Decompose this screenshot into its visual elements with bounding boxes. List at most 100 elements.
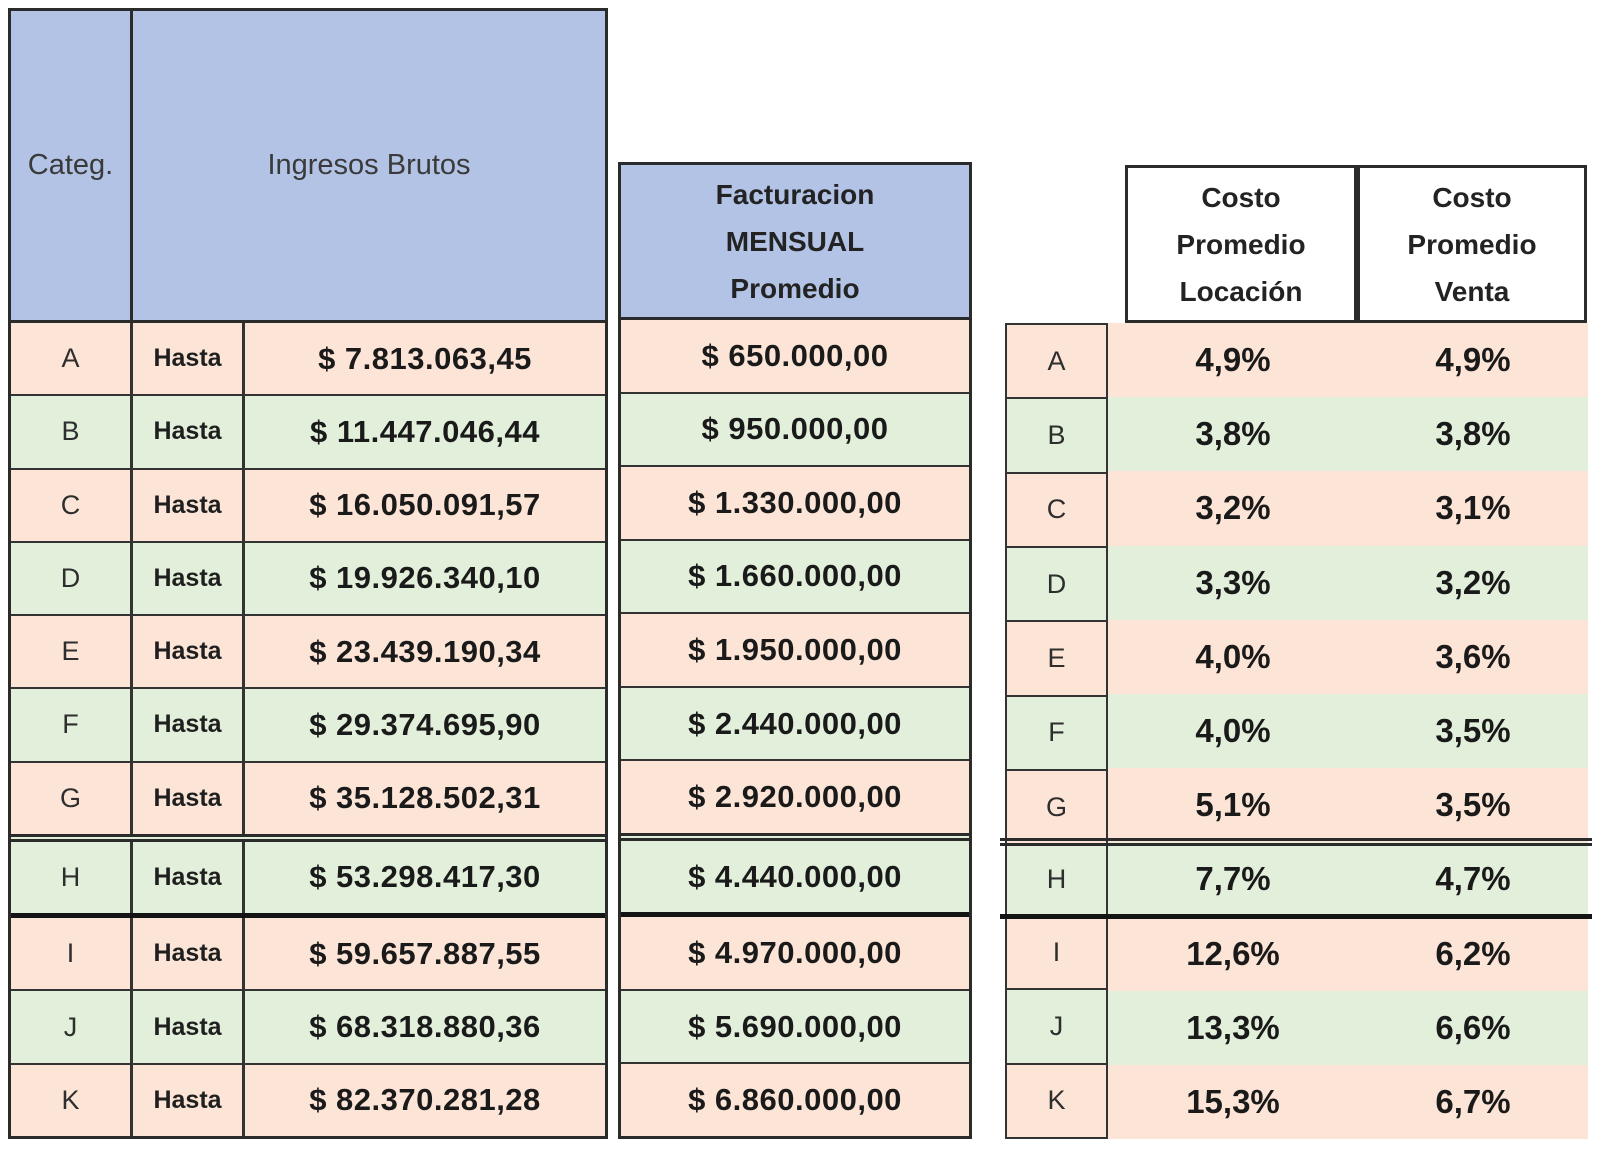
hasta-cell: Hasta xyxy=(133,762,245,834)
double-rule-above-h xyxy=(1000,838,1592,846)
table-row-f: F Hasta $ 29.374.695,90 xyxy=(11,689,605,763)
facturacion-cell: $ 950.000,00 xyxy=(621,393,969,468)
ingresos-amount-cell: $ 68.318.880,36 xyxy=(309,1009,541,1045)
percent-row: 4,9% 4,9% xyxy=(1108,323,1588,398)
thick-rule-above-i xyxy=(1000,914,1592,919)
locacion-value: 7,7% xyxy=(1195,860,1271,898)
ingresos-brutos-table-header: Categ. Ingresos Brutos xyxy=(11,11,605,323)
table-row-d: D Hasta $ 19.926.340,10 xyxy=(11,542,605,617)
percent-row: 5,1% 3,5% xyxy=(1108,768,1588,843)
hasta-cell: Hasta xyxy=(133,469,245,541)
facturacion-cell: $ 4.970.000,00 xyxy=(621,912,969,991)
categ-cell: J xyxy=(11,991,133,1063)
categ-cell: J xyxy=(1007,990,1106,1065)
costo-promedio-locacion-header: Costo Promedio Locación xyxy=(1125,165,1357,323)
costo-venta-header-line: Venta xyxy=(1434,275,1510,307)
facturacion-mensual-table: Facturacion MENSUAL Promedio $ 650.000,0… xyxy=(618,162,972,1139)
hasta-cell: Hasta xyxy=(133,841,245,914)
hasta-cell: Hasta xyxy=(133,616,245,688)
locacion-value: 12,6% xyxy=(1186,934,1280,972)
facturacion-header-line: Promedio xyxy=(730,272,860,304)
hasta-cell: Hasta xyxy=(133,396,245,468)
ingresos-amount-cell: $ 7.813.063,45 xyxy=(318,340,532,376)
costo-venta-header-line: Promedio xyxy=(1407,228,1537,260)
percent-row: 7,7% 4,7% xyxy=(1108,842,1588,917)
venta-value: 6,6% xyxy=(1435,1008,1511,1046)
locacion-value: 4,0% xyxy=(1195,712,1271,750)
table-row-k: K Hasta $ 82.370.281,28 xyxy=(11,1064,605,1136)
table-row-c: C Hasta $ 16.050.091,57 xyxy=(11,469,605,543)
ingresos-amount-cell: $ 29.374.695,90 xyxy=(309,706,541,742)
categ-cell: I xyxy=(11,918,133,990)
categ-cell: K xyxy=(1007,1064,1106,1137)
venta-value: 4,7% xyxy=(1435,860,1511,898)
categ-cell: F xyxy=(11,689,133,761)
venta-value: 6,2% xyxy=(1435,934,1511,972)
locacion-value: 13,3% xyxy=(1186,1008,1280,1046)
percent-row: 3,2% 3,1% xyxy=(1108,471,1588,546)
locacion-value: 3,2% xyxy=(1195,489,1271,527)
venta-value: 3,6% xyxy=(1435,637,1511,675)
categ-cell: E xyxy=(11,616,133,688)
ingresos-amount-cell: $ 19.926.340,10 xyxy=(309,560,541,596)
table-row-i: I Hasta $ 59.657.887,55 xyxy=(11,913,605,992)
categ-cell: D xyxy=(1007,548,1106,623)
categ-cell: H xyxy=(1007,843,1106,916)
percent-row: 3,8% 3,8% xyxy=(1108,397,1588,472)
costo-venta-header-line: Costo xyxy=(1432,181,1512,213)
ingresos-brutos-table-body: A Hasta $ 7.813.063,45 B Hasta $ 11.447.… xyxy=(11,323,605,1136)
costo-categ-column: A B C D E F G H I J K xyxy=(1005,323,1108,1139)
categ-cell: D xyxy=(11,542,133,615)
ingresos-brutos-table: Categ. Ingresos Brutos A Hasta $ 7.813.0… xyxy=(8,8,608,1139)
locacion-value: 4,0% xyxy=(1195,637,1271,675)
facturacion-cell: $ 2.440.000,00 xyxy=(621,687,969,762)
facturacion-cell: $ 1.660.000,00 xyxy=(621,540,969,615)
categ-header-cell: Categ. xyxy=(11,11,133,320)
ingresos-brutos-header-cell: Ingresos Brutos xyxy=(267,149,471,181)
ingresos-amount-cell: $ 11.447.046,44 xyxy=(310,413,540,449)
facturacion-cell: $ 5.690.000,00 xyxy=(621,990,969,1065)
percent-row: 3,3% 3,2% xyxy=(1108,545,1588,620)
categ-cell: A xyxy=(11,323,133,395)
facturacion-cell: $ 4.440.000,00 xyxy=(621,832,969,913)
costo-locacion-header-line: Costo xyxy=(1201,181,1281,213)
facturacion-mensual-body: $ 650.000,00 $ 950.000,00 $ 1.330.000,00… xyxy=(621,320,969,1137)
facturacion-cell: $ 1.950.000,00 xyxy=(621,614,969,688)
categ-cell: K xyxy=(11,1064,133,1136)
categ-cell: F xyxy=(1007,696,1106,772)
venta-value: 3,5% xyxy=(1435,712,1511,750)
venta-value: 6,7% xyxy=(1435,1082,1511,1120)
categ-cell: G xyxy=(1007,771,1106,844)
venta-value: 3,1% xyxy=(1435,489,1511,527)
percent-row: 12,6% 6,2% xyxy=(1108,916,1588,991)
locacion-value: 5,1% xyxy=(1195,786,1271,824)
costo-percent-band: 4,9% 4,9% 3,8% 3,8% 3,2% 3,1% 3,3% 3,2% … xyxy=(1108,323,1588,1140)
hasta-cell: Hasta xyxy=(133,542,245,615)
costo-promedio-venta-header: Costo Promedio Venta xyxy=(1357,165,1587,323)
facturacion-header-line: Facturacion xyxy=(715,178,875,210)
hasta-cell: Hasta xyxy=(133,689,245,761)
facturacion-mensual-header: Facturacion MENSUAL Promedio xyxy=(621,165,969,320)
table-row-e: E Hasta $ 23.439.190,34 xyxy=(11,616,605,690)
venta-value: 4,9% xyxy=(1435,341,1511,379)
table-row-h: H Hasta $ 53.298.417,30 xyxy=(11,833,605,914)
categ-cell: B xyxy=(11,396,133,468)
table-row-j: J Hasta $ 68.318.880,36 xyxy=(11,991,605,1065)
hasta-cell: Hasta xyxy=(133,1064,245,1136)
categ-cell: C xyxy=(1007,473,1106,549)
categ-cell: C xyxy=(11,469,133,541)
locacion-value: 15,3% xyxy=(1186,1082,1280,1120)
table-row-b: B Hasta $ 11.447.046,44 xyxy=(11,396,605,470)
facturacion-cell: $ 1.330.000,00 xyxy=(621,467,969,541)
costo-locacion-header-line: Promedio xyxy=(1176,228,1306,260)
categ-cell: I xyxy=(1007,915,1106,991)
ingresos-amount-cell: $ 35.128.502,31 xyxy=(309,780,541,816)
ingresos-amount-cell: $ 59.657.887,55 xyxy=(309,935,541,971)
categ-cell: A xyxy=(1007,325,1106,400)
percent-row: 13,3% 6,6% xyxy=(1108,990,1588,1065)
venta-value: 3,8% xyxy=(1435,415,1511,453)
ingresos-amount-cell: $ 16.050.091,57 xyxy=(309,487,541,523)
locacion-value: 4,9% xyxy=(1195,341,1271,379)
categ-cell: G xyxy=(11,762,133,834)
